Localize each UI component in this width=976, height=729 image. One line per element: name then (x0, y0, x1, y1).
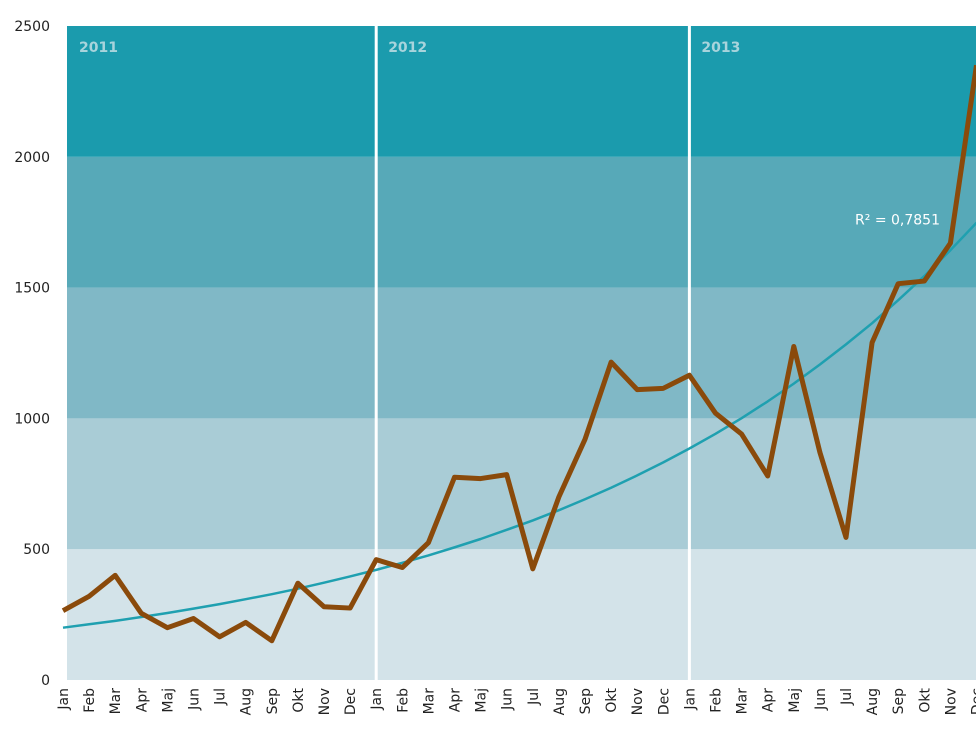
x-tick-label: Apr (448, 688, 464, 712)
band (67, 157, 976, 288)
annotation: R² = 0,7851 (855, 213, 940, 229)
x-tick-label: Nov (943, 688, 959, 715)
x-tick-label: Jun (187, 688, 203, 711)
x-tick-label: Apr (761, 688, 777, 712)
x-tick-label: Jun (500, 688, 516, 711)
x-tick-label: Sep (578, 688, 594, 715)
x-tick-label: Jun (813, 688, 829, 711)
x-tick-label: Nov (630, 688, 646, 715)
x-tick-label: Mar (735, 688, 751, 715)
year-label: 2013 (701, 40, 740, 56)
x-tick-label: Sep (265, 688, 281, 715)
x-tick-label: Feb (395, 688, 411, 713)
x-tick-label: Jul (526, 688, 542, 706)
x-tick-label: Dec (970, 688, 976, 715)
band (67, 26, 976, 157)
year-label: 2011 (79, 40, 118, 56)
x-tick-label: Mar (421, 688, 437, 715)
x-tick-label: Dec (343, 688, 359, 715)
x-tick-label: Maj (474, 688, 490, 713)
x-tick-label: Aug (552, 688, 568, 715)
x-tick-label: Nov (317, 688, 333, 715)
x-tick-label: Feb (82, 688, 98, 713)
band (67, 288, 976, 419)
x-tick-label: Sep (891, 688, 907, 715)
x-tick-label: Maj (160, 688, 176, 713)
x-tick-label: Feb (709, 688, 725, 713)
x-tick-label: Okt (291, 687, 307, 712)
x-tick-label: Mar (108, 688, 124, 715)
x-tick-label: Aug (865, 688, 881, 715)
y-tick-label: 1500 (14, 281, 50, 297)
x-tick-label: Jan (369, 688, 385, 711)
x-tick-label: Okt (917, 687, 933, 712)
x-tick-label: Aug (239, 688, 255, 715)
y-tick-label: 500 (23, 542, 50, 558)
y-tick-label: 1000 (14, 411, 50, 427)
x-tick-label: Dec (656, 688, 672, 715)
y-tick-label: 0 (41, 673, 50, 689)
band (67, 549, 976, 680)
x-tick-label: Maj (787, 688, 803, 713)
y-tick-label: 2000 (14, 150, 50, 166)
x-tick-label: Jul (213, 688, 229, 706)
x-tick-label: Okt (604, 687, 620, 712)
x-tick-label: Jul (839, 688, 855, 706)
x-tick-label: Jan (56, 688, 72, 711)
y-tick-label: 2500 (14, 19, 50, 35)
x-tick-label: Apr (134, 688, 150, 712)
year-label: 2012 (388, 40, 427, 56)
x-tick-label: Jan (682, 688, 698, 711)
